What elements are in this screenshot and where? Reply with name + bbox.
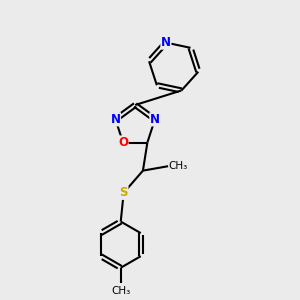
Text: S: S bbox=[119, 186, 128, 199]
Text: O: O bbox=[118, 136, 128, 149]
Text: N: N bbox=[161, 36, 171, 49]
Text: CH₃: CH₃ bbox=[111, 286, 130, 296]
Text: N: N bbox=[110, 113, 121, 126]
Text: CH₃: CH₃ bbox=[169, 161, 188, 171]
Text: N: N bbox=[150, 113, 160, 126]
